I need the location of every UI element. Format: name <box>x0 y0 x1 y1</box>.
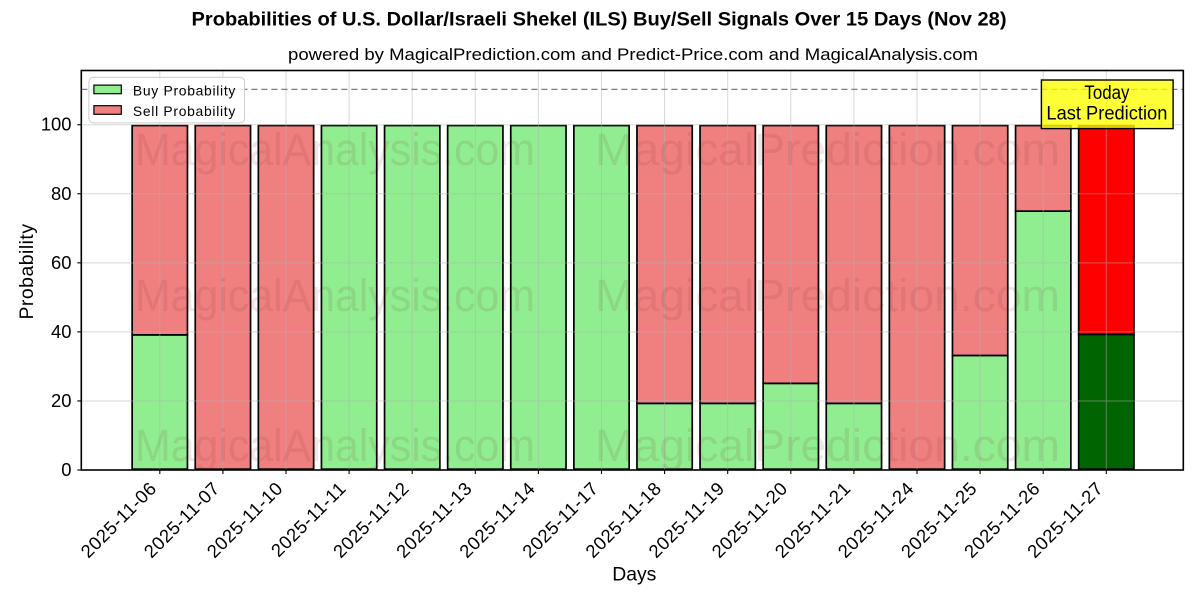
svg-text:MagicalPrediction.com: MagicalPrediction.com <box>595 420 1060 471</box>
svg-text:Probability: Probability <box>16 223 38 319</box>
svg-text:60: 60 <box>51 252 71 273</box>
svg-text:MagicalAnalysis.com: MagicalAnalysis.com <box>135 420 535 471</box>
svg-text:40: 40 <box>51 321 71 342</box>
svg-text:MagicalAnalysis.com: MagicalAnalysis.com <box>135 270 535 321</box>
svg-text:Probabilities of U.S. Dollar/I: Probabilities of U.S. Dollar/Israeli She… <box>192 8 1007 30</box>
svg-text:Buy Probability: Buy Probability <box>133 83 236 99</box>
svg-text:20: 20 <box>51 390 71 411</box>
svg-text:80: 80 <box>51 183 71 204</box>
svg-text:MagicalAnalysis.com: MagicalAnalysis.com <box>135 124 535 175</box>
svg-text:MagicalPrediction.com: MagicalPrediction.com <box>595 124 1060 175</box>
svg-text:Last Prediction: Last Prediction <box>1046 104 1167 125</box>
svg-text:0: 0 <box>61 459 71 480</box>
svg-text:MagicalPrediction.com: MagicalPrediction.com <box>595 270 1060 321</box>
svg-text:Today: Today <box>1084 83 1129 104</box>
svg-text:powered by MagicalPrediction.c: powered by MagicalPrediction.com and Pre… <box>288 45 978 64</box>
svg-text:Sell Probability: Sell Probability <box>133 103 236 119</box>
svg-text:100: 100 <box>41 114 72 135</box>
svg-text:Days: Days <box>612 564 656 586</box>
